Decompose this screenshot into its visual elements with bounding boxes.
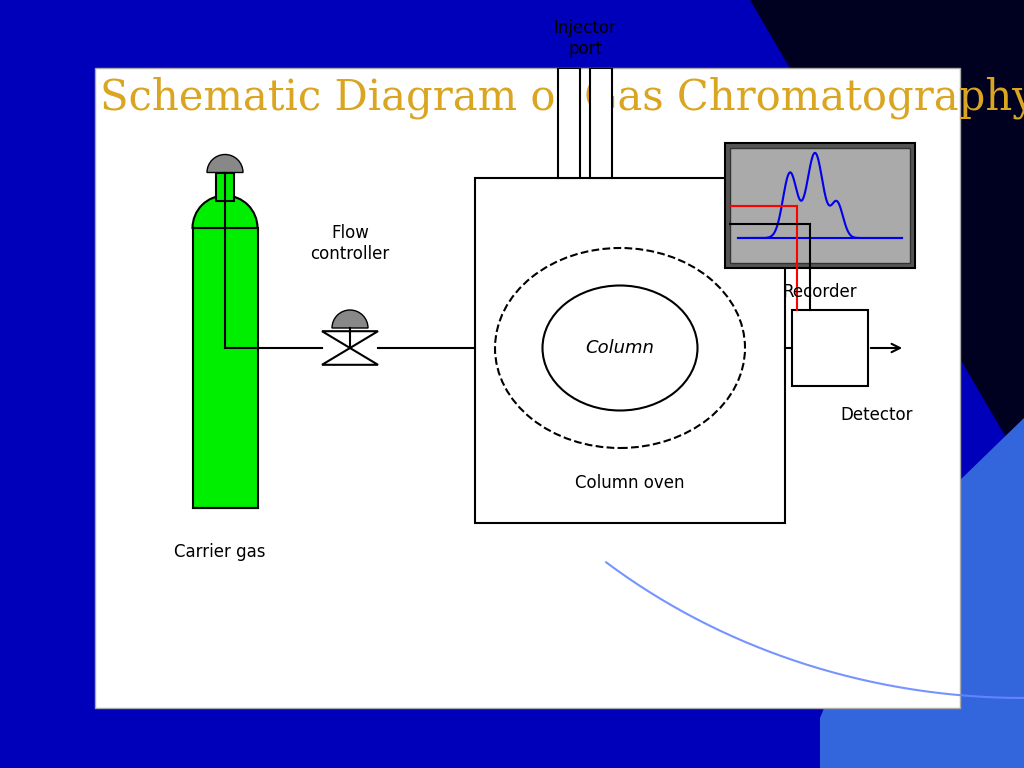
Wedge shape (193, 196, 257, 228)
Bar (475, 178, 785, 523)
Text: Carrier gas: Carrier gas (174, 543, 266, 561)
Bar (216, 173, 234, 200)
Polygon shape (820, 418, 1024, 768)
Bar (730, 148, 910, 263)
Wedge shape (207, 154, 243, 173)
Text: Flow
controller: Flow controller (310, 224, 389, 263)
Bar (725, 143, 915, 268)
Text: Column: Column (586, 339, 654, 357)
Text: Detector: Detector (840, 406, 912, 424)
Bar (558, 68, 580, 178)
Wedge shape (332, 310, 368, 328)
Polygon shape (322, 331, 378, 348)
Ellipse shape (543, 286, 697, 411)
Polygon shape (600, 0, 1024, 468)
Text: Injector
port: Injector port (554, 19, 616, 58)
Bar (95, 68, 961, 708)
Bar (193, 228, 257, 508)
Bar (792, 310, 868, 386)
Text: Schematic Diagram of Gas Chromatography: Schematic Diagram of Gas Chromatography (100, 77, 1024, 119)
Ellipse shape (495, 248, 745, 448)
Text: Column oven: Column oven (575, 474, 685, 492)
Bar (590, 68, 612, 178)
Polygon shape (322, 348, 378, 365)
Text: Recorder: Recorder (782, 283, 857, 301)
